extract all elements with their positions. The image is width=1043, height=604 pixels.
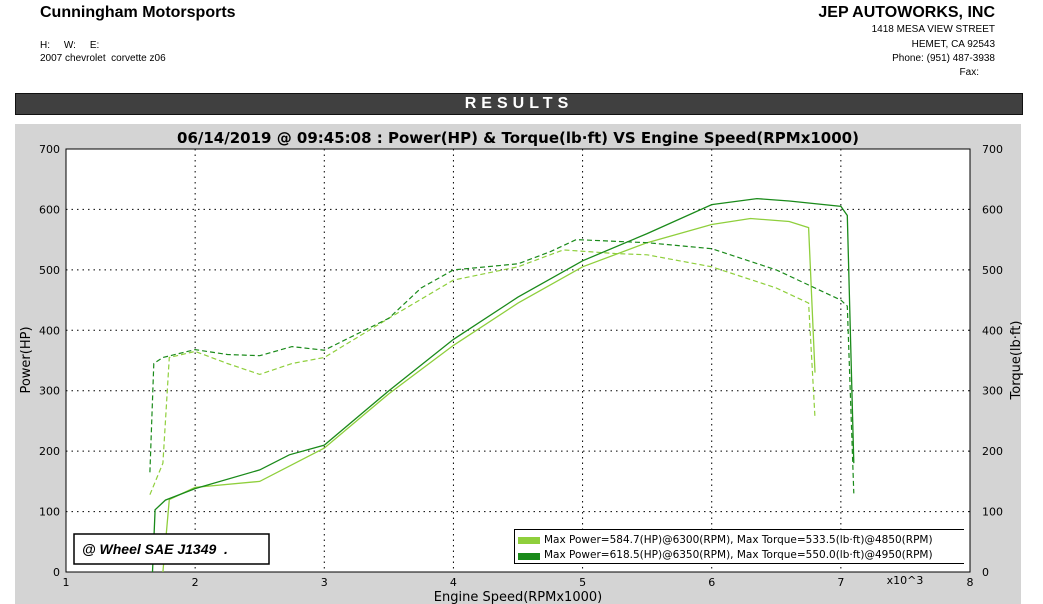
legend-entry: Max Power=618.5(HP)@6350(RPM), Max Torqu… bbox=[544, 549, 933, 561]
y2-axis-label: Torque(lb·ft) bbox=[1009, 321, 1024, 401]
x-tick-label: 6 bbox=[708, 576, 715, 589]
chart-title: 06/14/2019 @ 09:45:08 : Power(HP) & Torq… bbox=[177, 129, 859, 147]
y-tick-label: 300 bbox=[39, 385, 60, 398]
legend-swatch bbox=[518, 537, 540, 544]
shop-fax: Fax: bbox=[959, 67, 979, 78]
x-tick-label: 4 bbox=[450, 576, 457, 589]
x-axis-label: Engine Speed(RPMx1000) bbox=[434, 590, 602, 604]
y2-tick-label: 400 bbox=[982, 324, 1003, 337]
x-tick-label: 2 bbox=[192, 576, 199, 589]
y2-tick-label: 300 bbox=[982, 385, 1003, 398]
y-tick-label: 0 bbox=[53, 566, 60, 579]
y-tick-label: 500 bbox=[39, 264, 60, 277]
power-line bbox=[162, 217, 816, 573]
y-tick-label: 700 bbox=[39, 143, 60, 156]
x-tick-label: 5 bbox=[579, 576, 586, 589]
legend-entry: Max Power=584.7(HP)@6300(RPM), Max Torqu… bbox=[544, 534, 933, 546]
y-tick-label: 400 bbox=[39, 324, 60, 337]
y-axis-label: Power(HP) bbox=[19, 326, 34, 393]
y2-tick-label: 600 bbox=[982, 203, 1003, 216]
legend: Max Power=584.7(HP)@6300(RPM), Max Torqu… bbox=[514, 529, 964, 564]
legend-swatch bbox=[518, 553, 540, 560]
results-banner: RESULTS bbox=[15, 93, 1023, 115]
x-tick-label: 3 bbox=[321, 576, 328, 589]
y2-tick-label: 500 bbox=[982, 264, 1003, 277]
x-tick-label: 7 bbox=[837, 576, 844, 589]
shop-address: 1418 MESA VIEW STREET bbox=[871, 24, 995, 35]
y-tick-label: 100 bbox=[39, 506, 60, 519]
annotation-box bbox=[73, 533, 270, 565]
x-tick-label: 8 bbox=[967, 576, 974, 589]
x-tick-label: 1 bbox=[63, 576, 70, 589]
company-name: Cunningham Motorsports bbox=[40, 4, 236, 21]
shop-phone: Phone: (951) 487-3938 bbox=[892, 53, 995, 64]
y2-tick-label: 0 bbox=[982, 566, 989, 579]
y2-tick-label: 700 bbox=[982, 143, 1003, 156]
vehicle-label: 2007 chevrolet corvette z06 bbox=[40, 53, 166, 64]
y2-tick-label: 100 bbox=[982, 506, 1003, 519]
power-line bbox=[151, 197, 855, 573]
plot-area bbox=[65, 148, 971, 573]
y2-tick-label: 200 bbox=[982, 445, 1003, 458]
y-tick-label: 600 bbox=[39, 203, 60, 216]
hwe-label: H: W: E: bbox=[40, 40, 100, 51]
x-multiplier: x10^3 bbox=[887, 574, 924, 587]
torque-line bbox=[149, 249, 816, 495]
annotation-text: @ Wheel SAE J1349 . bbox=[82, 541, 228, 557]
shop-name: JEP AUTOWORKS, INC bbox=[818, 4, 995, 21]
torque-line bbox=[149, 238, 855, 494]
shop-city: HEMET, CA 92543 bbox=[911, 39, 995, 50]
y-tick-label: 200 bbox=[39, 445, 60, 458]
